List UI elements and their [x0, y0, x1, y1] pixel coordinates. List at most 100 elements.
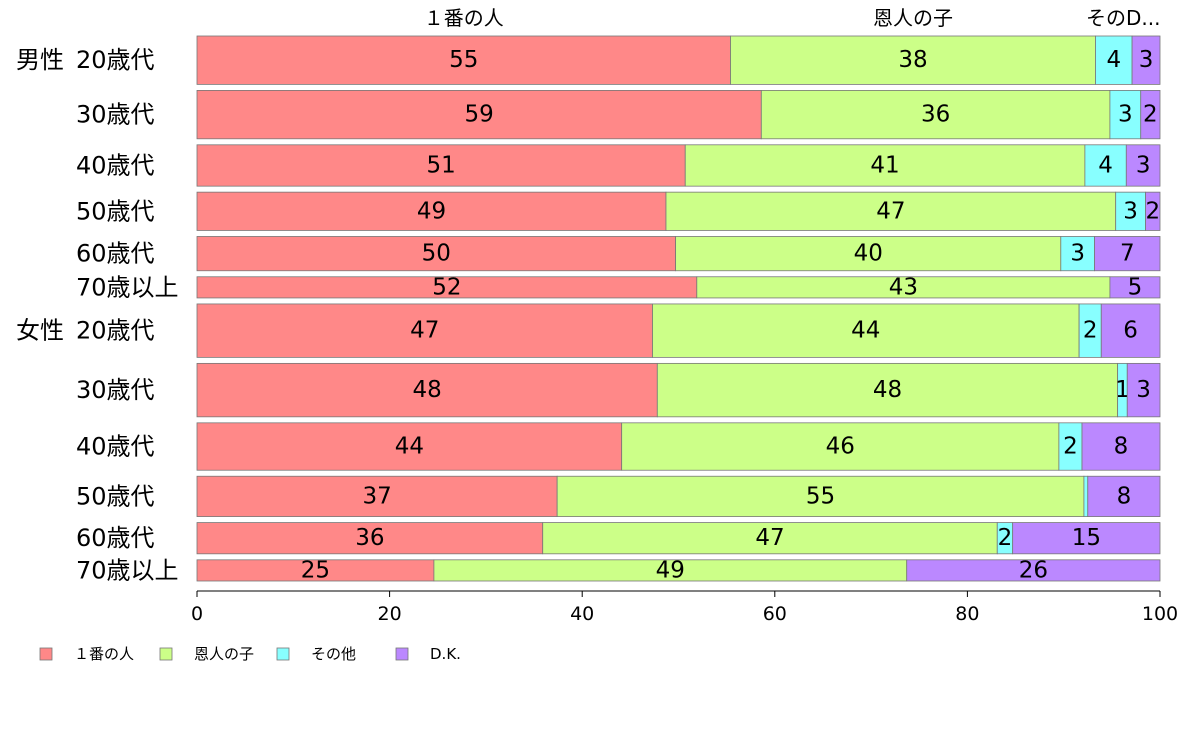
bar-segment-1-1: [196, 35, 731, 85]
data-label-6-4: 5: [1128, 274, 1143, 300]
data-label-3-1: 51: [426, 152, 455, 178]
data-label-10-2: 55: [806, 483, 835, 509]
data-label-4-4: 2: [1145, 198, 1160, 224]
data-label-9-2: 46: [826, 434, 855, 460]
group-label-1: 男性: [16, 46, 64, 74]
x-tick-label-3: 40: [570, 603, 594, 625]
top-label-2: 恩人の子: [873, 6, 953, 30]
data-label-3-3: 4: [1098, 152, 1113, 178]
bars: 55 38 4 359 36 3 251 41 4 349 47 3 250 40 3 752 43 547 44 2…: [196, 35, 1161, 583]
bar-segment-7-1: [196, 303, 653, 358]
bar-segment-10-3: [1083, 475, 1089, 517]
bar-segment-8-4: [1126, 362, 1161, 418]
bar-segment-11-2: [542, 522, 998, 555]
legend-swatch-2: [159, 647, 173, 661]
data-label-7-2: 44: [851, 318, 880, 344]
row-label-9: 40歳代: [76, 433, 155, 461]
data-label-2-3: 3: [1118, 102, 1133, 128]
data-label-1-4: 3: [1139, 47, 1154, 73]
row-label-2: 30歳代: [76, 101, 155, 129]
data-label-3-2: 41: [870, 152, 899, 178]
data-label-6-1: 52: [432, 274, 461, 300]
bar-segment-11-4: [1012, 522, 1161, 555]
data-label-9-3: 2: [1063, 434, 1078, 460]
data-label-4-3: 3: [1123, 198, 1138, 224]
data-label-12-2: 49: [656, 557, 685, 583]
row-label-1: 20歳代: [76, 46, 155, 74]
data-label-8-2: 48: [873, 377, 902, 403]
data-label-11-4: 15: [1072, 525, 1101, 551]
bar-segment-1-3: [1095, 35, 1133, 85]
data-label-5-3: 3: [1070, 241, 1085, 267]
data-label-1-2: 38: [898, 47, 927, 73]
data-label-5-4: 7: [1120, 241, 1135, 267]
data-label-4-1: 49: [417, 198, 446, 224]
data-label-7-1: 47: [410, 318, 439, 344]
row-label-7: 20歳代: [76, 317, 155, 345]
row-label-3: 40歳代: [76, 151, 155, 179]
legend-label-4: D.K.: [430, 645, 461, 663]
data-label-7-4: 6: [1123, 318, 1138, 344]
data-label-10-4: 8: [1117, 483, 1132, 509]
data-label-6-2: 43: [889, 274, 918, 300]
bar-segment-4-1: [196, 191, 667, 231]
data-label-1-3: 4: [1106, 47, 1121, 73]
x-tick-label-6: 100: [1142, 603, 1178, 625]
data-label-5-1: 50: [422, 241, 451, 267]
bar-segment-9-2: [621, 422, 1060, 471]
bar-segment-4-4: [1145, 191, 1161, 231]
bar-segment-11-1: [196, 522, 544, 555]
data-label-3-4: 3: [1136, 152, 1151, 178]
x-tick-label-5: 80: [955, 603, 979, 625]
row-label-11: 60歳代: [76, 524, 155, 552]
data-label-5-2: 40: [854, 241, 883, 267]
data-label-8-3: 1: [1115, 377, 1130, 403]
data-label-9-4: 8: [1114, 434, 1129, 460]
bar-segment-4-2: [665, 191, 1117, 231]
bar-segment-5-4: [1094, 236, 1161, 272]
data-label-11-2: 47: [755, 525, 784, 551]
bar-segment-8-2: [656, 362, 1119, 418]
row-label-10: 50歳代: [76, 482, 155, 510]
data-label-11-1: 36: [355, 525, 384, 551]
top-label-1: １番の人: [424, 6, 504, 30]
data-label-11-3: 2: [998, 525, 1013, 551]
bar-segment-5-3: [1060, 236, 1095, 272]
row-label-5: 60歳代: [76, 240, 155, 268]
x-tick-label-1: 0: [191, 603, 203, 625]
bar-segment-10-4: [1087, 475, 1161, 517]
bar-segment-1-2: [730, 35, 1096, 85]
data-label-9-1: 44: [395, 434, 424, 460]
legend-swatch-4: [395, 647, 409, 661]
bar-segment-2-2: [760, 90, 1111, 140]
row-label-8: 30歳代: [76, 376, 155, 404]
bar-segment-3-4: [1125, 144, 1161, 187]
bar-segment-2-1: [196, 90, 762, 140]
bar-segment-3-3: [1084, 144, 1127, 187]
data-label-4-2: 47: [876, 198, 905, 224]
bar-segment-1-4: [1131, 35, 1161, 85]
bar-segment-3-1: [196, 144, 686, 187]
legend: １番の人 恩人の子 その他 D.K.: [39, 645, 461, 663]
bar-segment-7-4: [1100, 303, 1161, 358]
data-label-2-2: 36: [921, 102, 950, 128]
row-labels: 20歳代男性30歳代40歳代50歳代60歳代70歳以上20歳代女性30歳代40歳…: [16, 46, 179, 584]
data-label-12-1: 25: [301, 557, 330, 583]
bar-segment-4-3: [1115, 191, 1146, 231]
bar-segment-10-1: [196, 475, 558, 517]
data-label-1-1: 55: [449, 47, 478, 73]
legend-label-1: １番の人: [74, 645, 134, 663]
row-label-6: 70歳以上: [76, 273, 179, 301]
data-label-8-4: 3: [1136, 377, 1151, 403]
data-label-10-1: 37: [362, 483, 391, 509]
legend-swatch-3: [276, 647, 290, 661]
data-label-7-3: 2: [1083, 318, 1098, 344]
bar-segment-9-4: [1081, 422, 1161, 471]
x-tick-label-4: 60: [763, 603, 787, 625]
bar-segment-6-4: [1109, 276, 1161, 299]
bar-segment-7-2: [652, 303, 1080, 358]
data-label-12-4: 26: [1019, 557, 1048, 583]
x-tick-label-2: 20: [378, 603, 402, 625]
legend-label-3: その他: [311, 645, 356, 663]
